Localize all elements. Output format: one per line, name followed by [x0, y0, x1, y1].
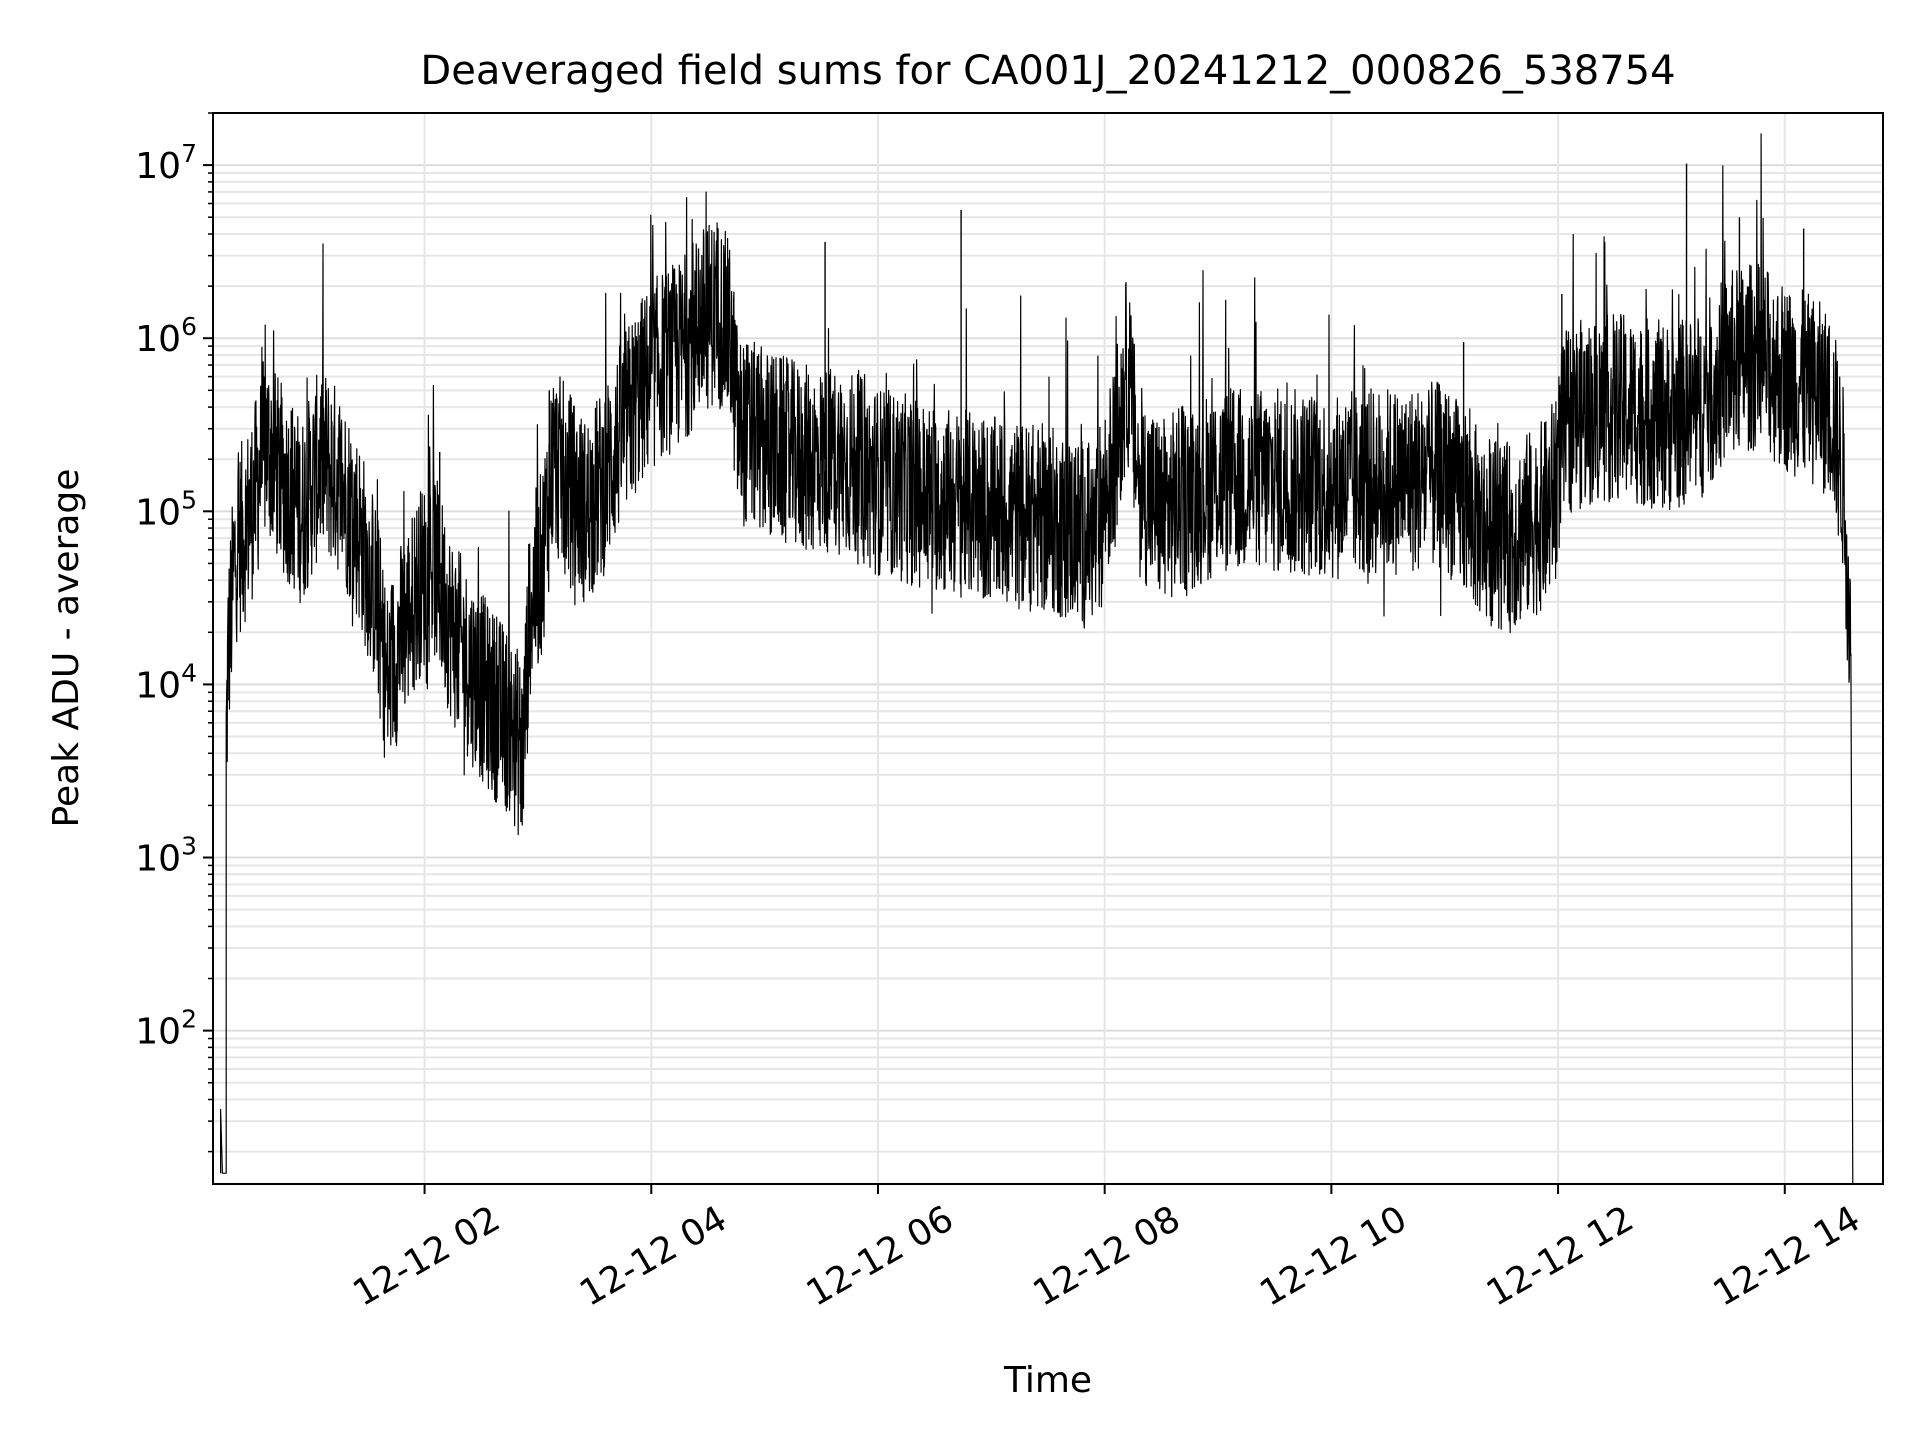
y-tick-label: 105 [135, 485, 197, 533]
data-series [220, 133, 1855, 1185]
plot-frame [212, 112, 1884, 1185]
y-tick-label: 103 [135, 832, 197, 880]
y-tick-label: 104 [135, 658, 197, 706]
y-tick-label: 102 [135, 1005, 197, 1053]
y-axis-label: Peak ADU - average [46, 469, 87, 828]
series-line [220, 133, 1855, 1185]
x-axis-label: Time [1003, 1360, 1092, 1401]
y-tick-label: 107 [135, 139, 197, 187]
chart-title: Deaveraged field sums for CA001J_2024121… [420, 48, 1675, 94]
y-tick-label: 106 [135, 312, 197, 360]
